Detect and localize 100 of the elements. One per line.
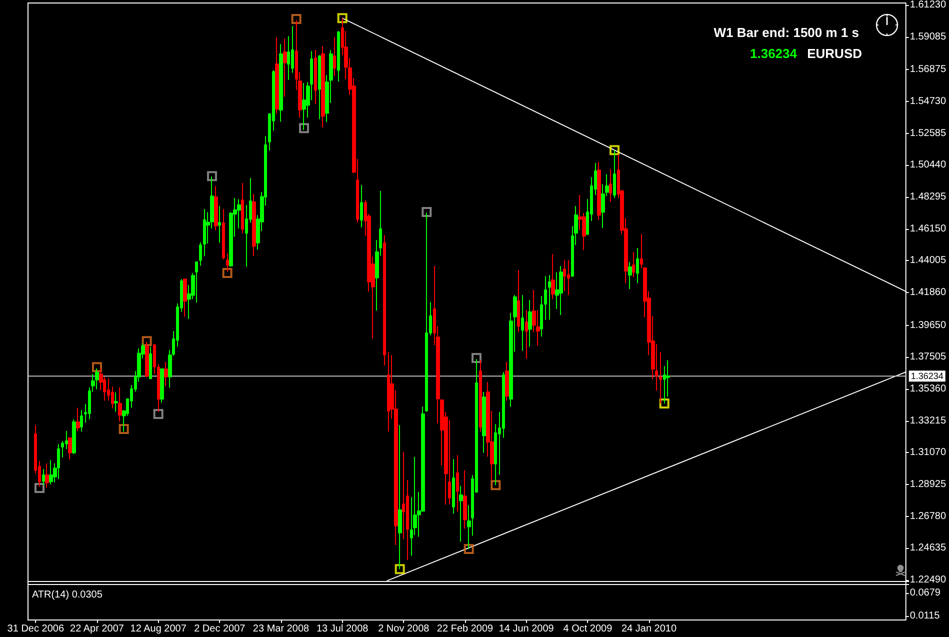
y-tick-label: 1.33215 [910, 415, 946, 426]
candlestick [559, 266, 563, 316]
point [207, 171, 218, 182]
candlestick [597, 162, 601, 220]
candlestick [226, 252, 229, 272]
candlestick [160, 368, 164, 404]
candlestick [214, 186, 218, 231]
candlestick [164, 362, 168, 387]
candlestick [398, 424, 402, 570]
candlestick [199, 242, 202, 266]
point [153, 408, 164, 419]
candlestick [544, 276, 547, 321]
candlestick [548, 274, 551, 320]
x-tick-label: 2 Dec 2007 [194, 624, 246, 634]
point [659, 398, 670, 408]
ref-line-label: 1.36234 [910, 371, 944, 382]
annotation: 1.36234 [750, 46, 798, 61]
candlestick [517, 270, 520, 332]
x-tick-label: 2 Nov 2008 [378, 624, 430, 634]
y-tick-label: 1.48295 [910, 192, 946, 203]
candlestick [241, 182, 244, 234]
candlestick [525, 310, 528, 360]
candlestick [567, 260, 570, 296]
candlestick [636, 248, 639, 284]
candlestick [540, 295, 543, 338]
candlestick [218, 206, 221, 244]
point [472, 353, 482, 364]
x-tick-label: 14 Jun 2009 [498, 624, 554, 634]
candlestick [314, 50, 317, 105]
y-tick-label: 1.39650 [910, 320, 946, 331]
y-tick-label: 1.59085 [910, 31, 946, 42]
y2-tick-label: 0.0679 [910, 588, 941, 598]
annotation: ATR(14) 0.0305 [32, 590, 103, 600]
y-tick-label: 1.37505 [910, 352, 946, 363]
candlestick [528, 299, 532, 348]
candlestick [252, 194, 256, 257]
candlestick [183, 278, 187, 318]
y-tick-label: 1.22490 [910, 574, 946, 586]
x-tick-label: 4 Oct 2009 [563, 624, 613, 634]
point [222, 268, 232, 278]
x-tick-label: 23 Mar 2008 [252, 624, 310, 634]
candlestick [551, 253, 555, 300]
candlestick [387, 352, 390, 432]
candlestick [57, 444, 60, 480]
y-tick-label: 1.46150 [910, 223, 946, 234]
candlestick [613, 150, 616, 199]
annotation: EURUSD [807, 46, 862, 61]
candlestick [80, 409, 83, 432]
candlestick [609, 168, 612, 203]
x-tick-label: 22 Apr 2007 [70, 624, 124, 634]
candlestick [563, 260, 566, 292]
point [299, 123, 310, 134]
candlestick [505, 362, 509, 402]
candlestick [145, 341, 149, 378]
candlestick [482, 392, 486, 454]
y-tick-label: 1.35360 [910, 384, 946, 395]
candlestick [283, 38, 287, 98]
candlestick [333, 36, 336, 77]
candlestick [72, 418, 76, 455]
point [490, 480, 501, 490]
candlestick [203, 208, 206, 257]
candlestick [279, 44, 283, 122]
candlestick [114, 392, 118, 412]
candlestick [68, 438, 72, 460]
candlestick [222, 208, 225, 260]
candlestick [318, 54, 321, 120]
point [337, 13, 348, 24]
point [34, 483, 44, 494]
x-tick-label: 31 Dec 2006 [7, 624, 64, 634]
candlestick [452, 458, 455, 514]
candlestick [321, 46, 325, 128]
candlestick [149, 346, 152, 380]
candlestick [456, 454, 459, 512]
x-tick-label: 13 Jul 2008 [316, 624, 369, 634]
point [142, 336, 152, 346]
candlestick [628, 262, 632, 290]
point [610, 145, 620, 156]
candlestick [118, 386, 122, 422]
point [92, 362, 102, 372]
point [394, 564, 405, 574]
candlestick [302, 82, 306, 131]
candlestick [659, 352, 662, 404]
text: W1 Bar end: 1500 m 1 s [714, 25, 860, 40]
candlestick [45, 462, 49, 488]
candlestick [383, 234, 386, 366]
x-tick-label: 22 Feb 2009 [436, 624, 494, 634]
candlestick [479, 360, 482, 432]
candlestick [463, 470, 467, 530]
y-tick-label: 1.28925 [910, 479, 946, 490]
y-tick-label: 1.56875 [910, 64, 946, 76]
candlestick [360, 184, 363, 228]
candlestick [76, 407, 80, 432]
y-tick-label: 1.41860 [910, 287, 946, 298]
candlestick [49, 460, 53, 485]
point [464, 544, 474, 554]
y-tick-label: 1.54730 [910, 96, 946, 108]
candlestick [42, 468, 45, 486]
y2-tick-label: 0.0115 [910, 610, 940, 622]
candlestick [521, 294, 524, 352]
candlestick [459, 485, 463, 542]
